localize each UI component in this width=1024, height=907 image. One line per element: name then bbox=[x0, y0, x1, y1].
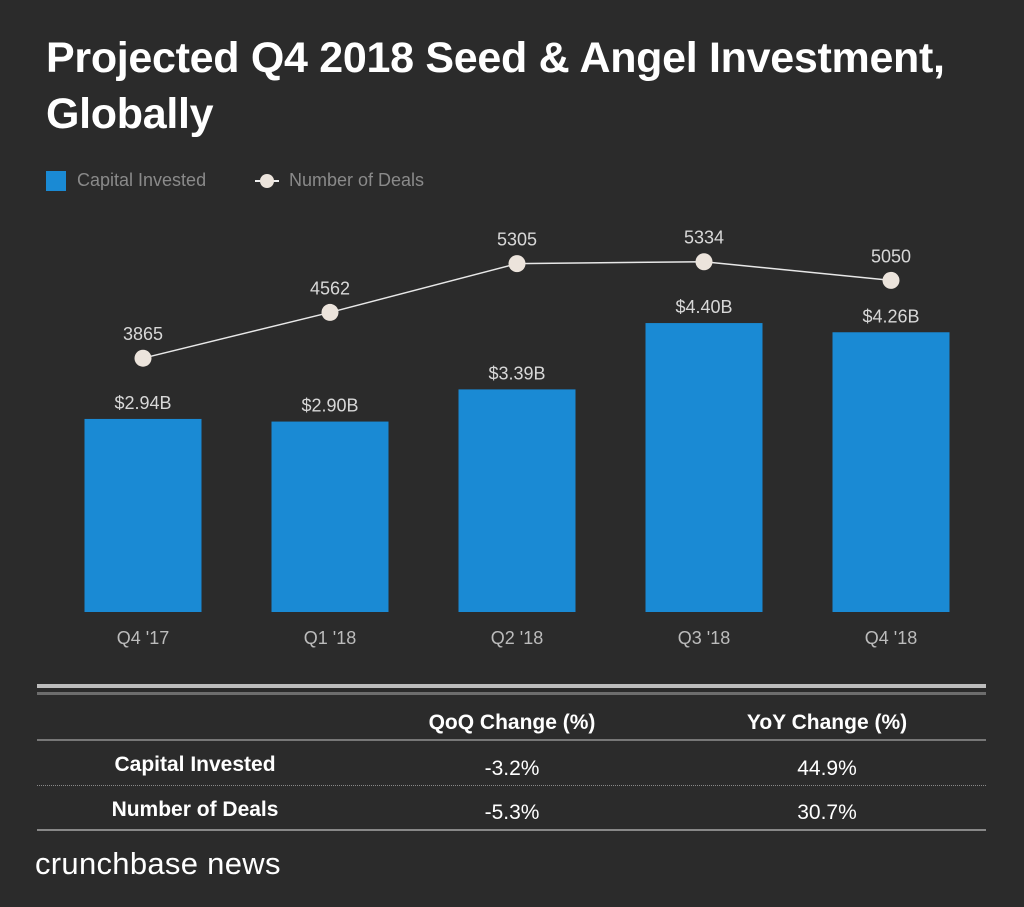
bar bbox=[271, 421, 389, 612]
table-header-qoq: QoQ Change (%) bbox=[428, 711, 596, 734]
legend-capital-invested: Capital Invested bbox=[46, 170, 206, 191]
chart-title: Projected Q4 2018 Seed & Angel Investmen… bbox=[46, 34, 945, 138]
table-cell: -3.2% bbox=[484, 757, 540, 780]
table-cell: -5.3% bbox=[484, 801, 540, 824]
divider bbox=[37, 692, 986, 695]
bar-value-label: $2.94B bbox=[114, 393, 171, 413]
deals-point bbox=[321, 303, 339, 321]
deals-value-label: 5050 bbox=[871, 246, 911, 266]
bar bbox=[832, 332, 950, 612]
table-cell: 44.9% bbox=[797, 757, 857, 780]
bar-value-label: $2.90B bbox=[301, 396, 358, 416]
x-tick-label: Q4 '18 bbox=[865, 628, 917, 648]
bar-value-label: $4.40B bbox=[675, 297, 732, 317]
deals-value-label: 5305 bbox=[497, 230, 537, 250]
crunchbase-news-logo: crunchbase news bbox=[35, 846, 281, 881]
row-label: Number of Deals bbox=[111, 798, 279, 821]
deals-point bbox=[695, 253, 713, 271]
bar bbox=[458, 389, 576, 612]
x-tick-label: Q2 '18 bbox=[491, 628, 543, 648]
divider bbox=[37, 684, 986, 688]
line-marker-icon bbox=[255, 171, 279, 191]
table-header-yoy: YoY Change (%) bbox=[746, 711, 908, 734]
x-tick-label: Q4 '17 bbox=[117, 628, 169, 648]
bar-swatch-icon bbox=[46, 170, 66, 191]
legend-number-of-deals: Number of Deals bbox=[255, 170, 424, 191]
deals-point bbox=[882, 271, 900, 289]
deals-point bbox=[134, 349, 152, 367]
bar bbox=[84, 418, 202, 612]
divider bbox=[37, 739, 986, 741]
deals-point bbox=[508, 255, 526, 273]
deals-value-label: 5334 bbox=[684, 228, 724, 248]
legend-label: Capital Invested bbox=[77, 170, 207, 190]
bar bbox=[645, 323, 763, 612]
table-cell: 30.7% bbox=[797, 801, 857, 824]
deals-value-label: 3865 bbox=[123, 324, 163, 344]
bar-value-label: $4.26B bbox=[862, 306, 919, 326]
x-tick-label: Q1 '18 bbox=[304, 628, 356, 648]
x-tick-label: Q3 '18 bbox=[678, 628, 730, 648]
legend-label: Number of Deals bbox=[289, 170, 425, 190]
divider bbox=[37, 785, 986, 786]
chart-plot: $2.94B Q4 '17 $2.90B Q1 '18 $3.39B Q2 '18 $4.4… bbox=[84, 228, 950, 648]
row-label: Capital Invested bbox=[114, 753, 276, 776]
bar-value-label: $3.39B bbox=[488, 363, 545, 383]
divider bbox=[37, 829, 986, 831]
deals-line bbox=[142, 260, 892, 359]
deals-value-label: 4562 bbox=[310, 278, 350, 298]
